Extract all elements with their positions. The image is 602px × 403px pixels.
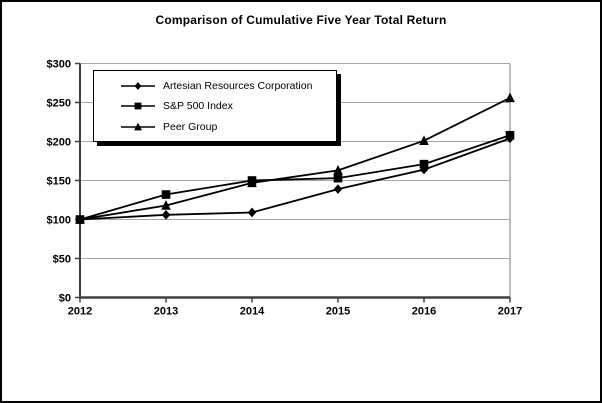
chart-title: Comparison of Cumulative Five Year Total… <box>155 13 447 27</box>
square-data-point <box>75 215 85 224</box>
y-tick-label: $50 <box>53 254 71 266</box>
y-tick-label: $200 <box>47 137 71 149</box>
diamond-data-point <box>247 207 257 218</box>
triangle-data-point <box>161 200 171 210</box>
chart-legend: Artesian Resources Corporation S&P 500 I… <box>93 70 337 142</box>
x-tick-label: 2017 <box>498 306 522 318</box>
diamond-data-point <box>419 164 429 175</box>
triangle-marker-icon <box>121 122 155 130</box>
x-tick-label: 2015 <box>326 306 350 318</box>
square-data-point <box>505 130 515 140</box>
diamond-marker-glyph <box>134 81 142 90</box>
y-tick-label: $150 <box>47 176 71 188</box>
square-data-point <box>161 190 171 199</box>
legend-item-artesian: Artesian Resources Corporation <box>120 80 336 92</box>
y-tick-label: $100 <box>47 215 71 227</box>
y-tick-label: $0 <box>59 293 71 305</box>
square-marker-glyph <box>134 102 142 110</box>
legend-label-peer-group: Peer Group <box>163 120 218 133</box>
diamond-data-point <box>333 184 343 194</box>
square-marker-icon <box>121 102 155 110</box>
square-data-point <box>419 159 429 169</box>
legend-item-peer-group: Peer Group <box>120 121 336 133</box>
series-line-0 <box>79 137 511 221</box>
x-tick-label: 2016 <box>412 306 436 318</box>
triangle-data-point <box>419 135 429 146</box>
x-tick-label: 2012 <box>68 306 92 318</box>
legend-label-sp500: S&P 500 Index <box>163 100 233 112</box>
square-data-point <box>333 173 343 183</box>
y-tick-label: $300 <box>47 59 71 71</box>
legend-item-sp500: S&P 500 Index <box>120 100 336 112</box>
diamond-marker-icon <box>121 81 155 90</box>
diamond-data-point <box>161 210 171 220</box>
square-data-point <box>247 176 257 185</box>
x-tick-label: 2014 <box>240 306 265 318</box>
triangle-data-point <box>505 92 515 103</box>
series-line-2 <box>79 97 511 221</box>
series-line-1 <box>79 134 511 221</box>
triangle-data-point <box>333 165 343 175</box>
y-tick-label: $250 <box>47 98 71 110</box>
x-tick-label: 2013 <box>154 306 178 318</box>
legend-label-artesian: Artesian Resources Corporation <box>163 79 313 92</box>
triangle-marker-glyph <box>134 122 142 130</box>
